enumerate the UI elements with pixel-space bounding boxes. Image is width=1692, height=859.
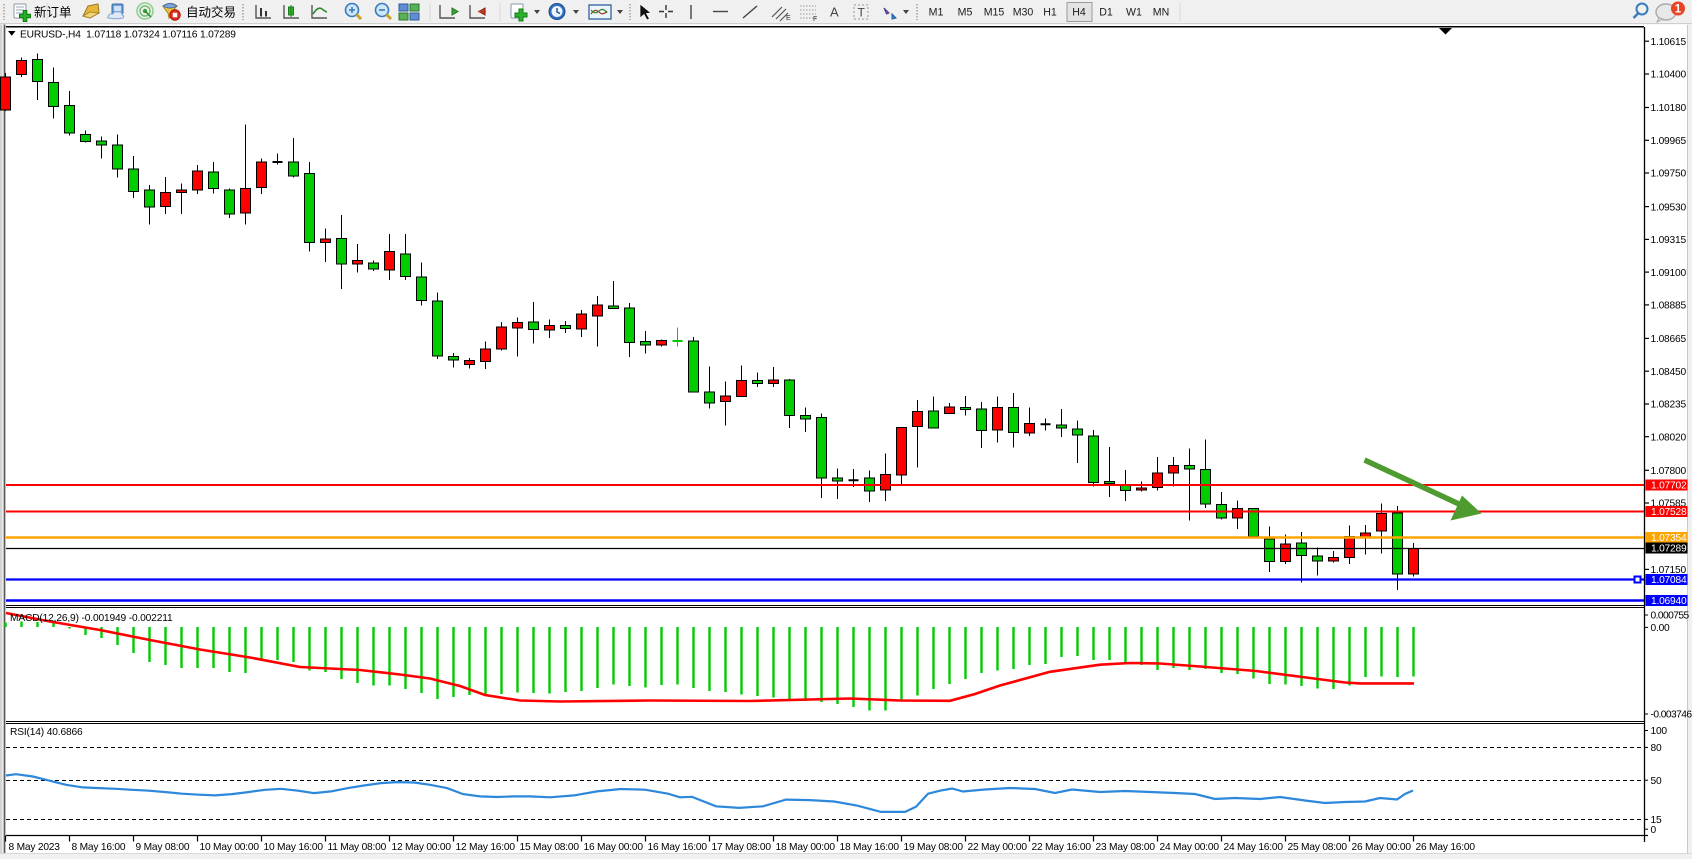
svg-text:1.08885: 1.08885 <box>1651 301 1687 312</box>
svg-text:10 May 16:00: 10 May 16:00 <box>264 842 324 853</box>
svg-text:18 May 00:00: 18 May 00:00 <box>776 842 836 853</box>
svg-text:24 May 00:00: 24 May 00:00 <box>1160 842 1220 853</box>
svg-text:1.07528: 1.07528 <box>1651 507 1687 518</box>
svg-text:MN: MN <box>1153 7 1169 19</box>
svg-text:1.10180: 1.10180 <box>1651 103 1687 114</box>
svg-text:1.09965: 1.09965 <box>1651 136 1687 147</box>
svg-text:1.10615: 1.10615 <box>1651 37 1687 48</box>
svg-text:18 May 16:00: 18 May 16:00 <box>840 842 900 853</box>
svg-text:25 May 08:00: 25 May 08:00 <box>1288 842 1348 853</box>
svg-text:1.07084: 1.07084 <box>1651 575 1687 586</box>
svg-text:1.07585: 1.07585 <box>1651 499 1687 510</box>
svg-text:1.08020: 1.08020 <box>1651 432 1687 443</box>
svg-text:E: E <box>786 15 791 22</box>
svg-text:M30: M30 <box>1013 7 1034 19</box>
svg-text:26 May 16:00: 26 May 16:00 <box>1416 842 1476 853</box>
svg-text:1.07354: 1.07354 <box>1651 533 1687 544</box>
svg-text:M5: M5 <box>958 7 973 19</box>
svg-text:F: F <box>813 16 817 23</box>
svg-text:T: T <box>858 6 866 20</box>
svg-text:D1: D1 <box>1099 7 1113 19</box>
svg-text:EURUSD-,H4 1.07118 1.07324 1.: EURUSD-,H4 1.07118 1.07324 1.07116 1.072… <box>20 29 236 40</box>
svg-text:新订单: 新订单 <box>34 5 72 20</box>
svg-text:1.10400: 1.10400 <box>1651 70 1687 81</box>
svg-text:100: 100 <box>1651 726 1668 737</box>
svg-text:26 May 00:00: 26 May 00:00 <box>1352 842 1412 853</box>
svg-text:11 May 08:00: 11 May 08:00 <box>328 842 387 853</box>
svg-text:0.00: 0.00 <box>1651 623 1671 634</box>
svg-text:1.09530: 1.09530 <box>1651 202 1687 213</box>
svg-text:19 May 08:00: 19 May 08:00 <box>904 842 964 853</box>
svg-text:15: 15 <box>1651 815 1662 826</box>
svg-text:M1: M1 <box>929 7 944 19</box>
svg-text:15 May 08:00: 15 May 08:00 <box>520 842 580 853</box>
svg-text:16 May 16:00: 16 May 16:00 <box>648 842 708 853</box>
svg-text:9 May 08:00: 9 May 08:00 <box>136 842 190 853</box>
svg-text:1.09750: 1.09750 <box>1651 169 1687 180</box>
svg-text:1.07702: 1.07702 <box>1651 481 1687 492</box>
svg-text:1.09315: 1.09315 <box>1651 235 1687 246</box>
svg-text:17 May 08:00: 17 May 08:00 <box>712 842 772 853</box>
svg-text:12 May 16:00: 12 May 16:00 <box>456 842 516 853</box>
svg-text:12 May 00:00: 12 May 00:00 <box>392 842 452 853</box>
svg-text:H1: H1 <box>1043 7 1057 19</box>
svg-text:1.07150: 1.07150 <box>1651 565 1687 576</box>
svg-text:80: 80 <box>1651 743 1662 754</box>
svg-text:1.08665: 1.08665 <box>1651 334 1687 345</box>
svg-text:16 May 00:00: 16 May 00:00 <box>584 842 644 853</box>
svg-text:24 May 16:00: 24 May 16:00 <box>1224 842 1284 853</box>
svg-text:50: 50 <box>1651 776 1662 787</box>
svg-text:1.08450: 1.08450 <box>1651 367 1687 378</box>
svg-text:23 May 08:00: 23 May 08:00 <box>1096 842 1156 853</box>
svg-text:M15: M15 <box>984 7 1005 19</box>
svg-text:22 May 00:00: 22 May 00:00 <box>968 842 1028 853</box>
svg-text:A: A <box>830 5 839 20</box>
svg-text:H4: H4 <box>1072 7 1086 19</box>
svg-text:1: 1 <box>1675 4 1682 16</box>
svg-text:MACD(12,26,9) -0.001949 -0.002: MACD(12,26,9) -0.001949 -0.002211 <box>10 613 173 624</box>
svg-text:8 May 16:00: 8 May 16:00 <box>72 842 126 853</box>
svg-text:-0.003746: -0.003746 <box>1651 710 1692 721</box>
svg-text:0: 0 <box>1651 825 1657 836</box>
svg-text:1.09100: 1.09100 <box>1651 268 1687 279</box>
svg-text:RSI(14) 40.6866: RSI(14) 40.6866 <box>10 727 83 738</box>
svg-text:1.06940: 1.06940 <box>1651 596 1687 607</box>
svg-text:22 May 16:00: 22 May 16:00 <box>1032 842 1092 853</box>
svg-text:自动交易: 自动交易 <box>186 5 236 20</box>
svg-text:1.07800: 1.07800 <box>1651 466 1687 477</box>
svg-text:0.000755: 0.000755 <box>1651 611 1690 622</box>
svg-text:8 May 2023: 8 May 2023 <box>9 842 61 853</box>
svg-text:W1: W1 <box>1126 7 1142 19</box>
svg-text:10 May 00:00: 10 May 00:00 <box>200 842 260 853</box>
svg-text:1.07289: 1.07289 <box>1651 544 1687 555</box>
svg-text:1.08235: 1.08235 <box>1651 400 1687 411</box>
